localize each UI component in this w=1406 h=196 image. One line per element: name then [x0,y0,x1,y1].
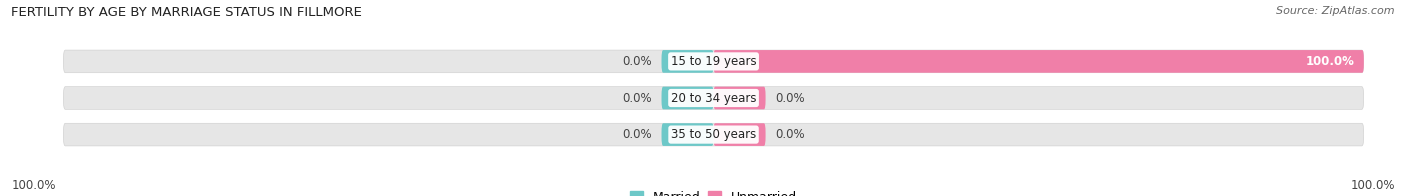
FancyBboxPatch shape [63,87,1364,109]
Text: 20 to 34 years: 20 to 34 years [671,92,756,104]
FancyBboxPatch shape [63,50,1364,73]
FancyBboxPatch shape [713,50,1364,73]
Text: 100.0%: 100.0% [1305,55,1354,68]
Text: FERTILITY BY AGE BY MARRIAGE STATUS IN FILLMORE: FERTILITY BY AGE BY MARRIAGE STATUS IN F… [11,6,363,19]
FancyBboxPatch shape [661,50,713,73]
Text: 15 to 19 years: 15 to 19 years [671,55,756,68]
Text: 100.0%: 100.0% [11,179,56,192]
Text: 35 to 50 years: 35 to 50 years [671,128,756,141]
FancyBboxPatch shape [713,87,765,109]
FancyBboxPatch shape [661,87,713,109]
Text: 0.0%: 0.0% [621,128,652,141]
Text: 0.0%: 0.0% [775,128,806,141]
Text: 0.0%: 0.0% [621,55,652,68]
Legend: Married, Unmarried: Married, Unmarried [630,191,797,196]
Text: Source: ZipAtlas.com: Source: ZipAtlas.com [1277,6,1395,16]
Text: 100.0%: 100.0% [1350,179,1395,192]
FancyBboxPatch shape [713,123,765,146]
FancyBboxPatch shape [63,123,1364,146]
FancyBboxPatch shape [661,123,713,146]
Text: 0.0%: 0.0% [621,92,652,104]
Text: 0.0%: 0.0% [775,92,806,104]
